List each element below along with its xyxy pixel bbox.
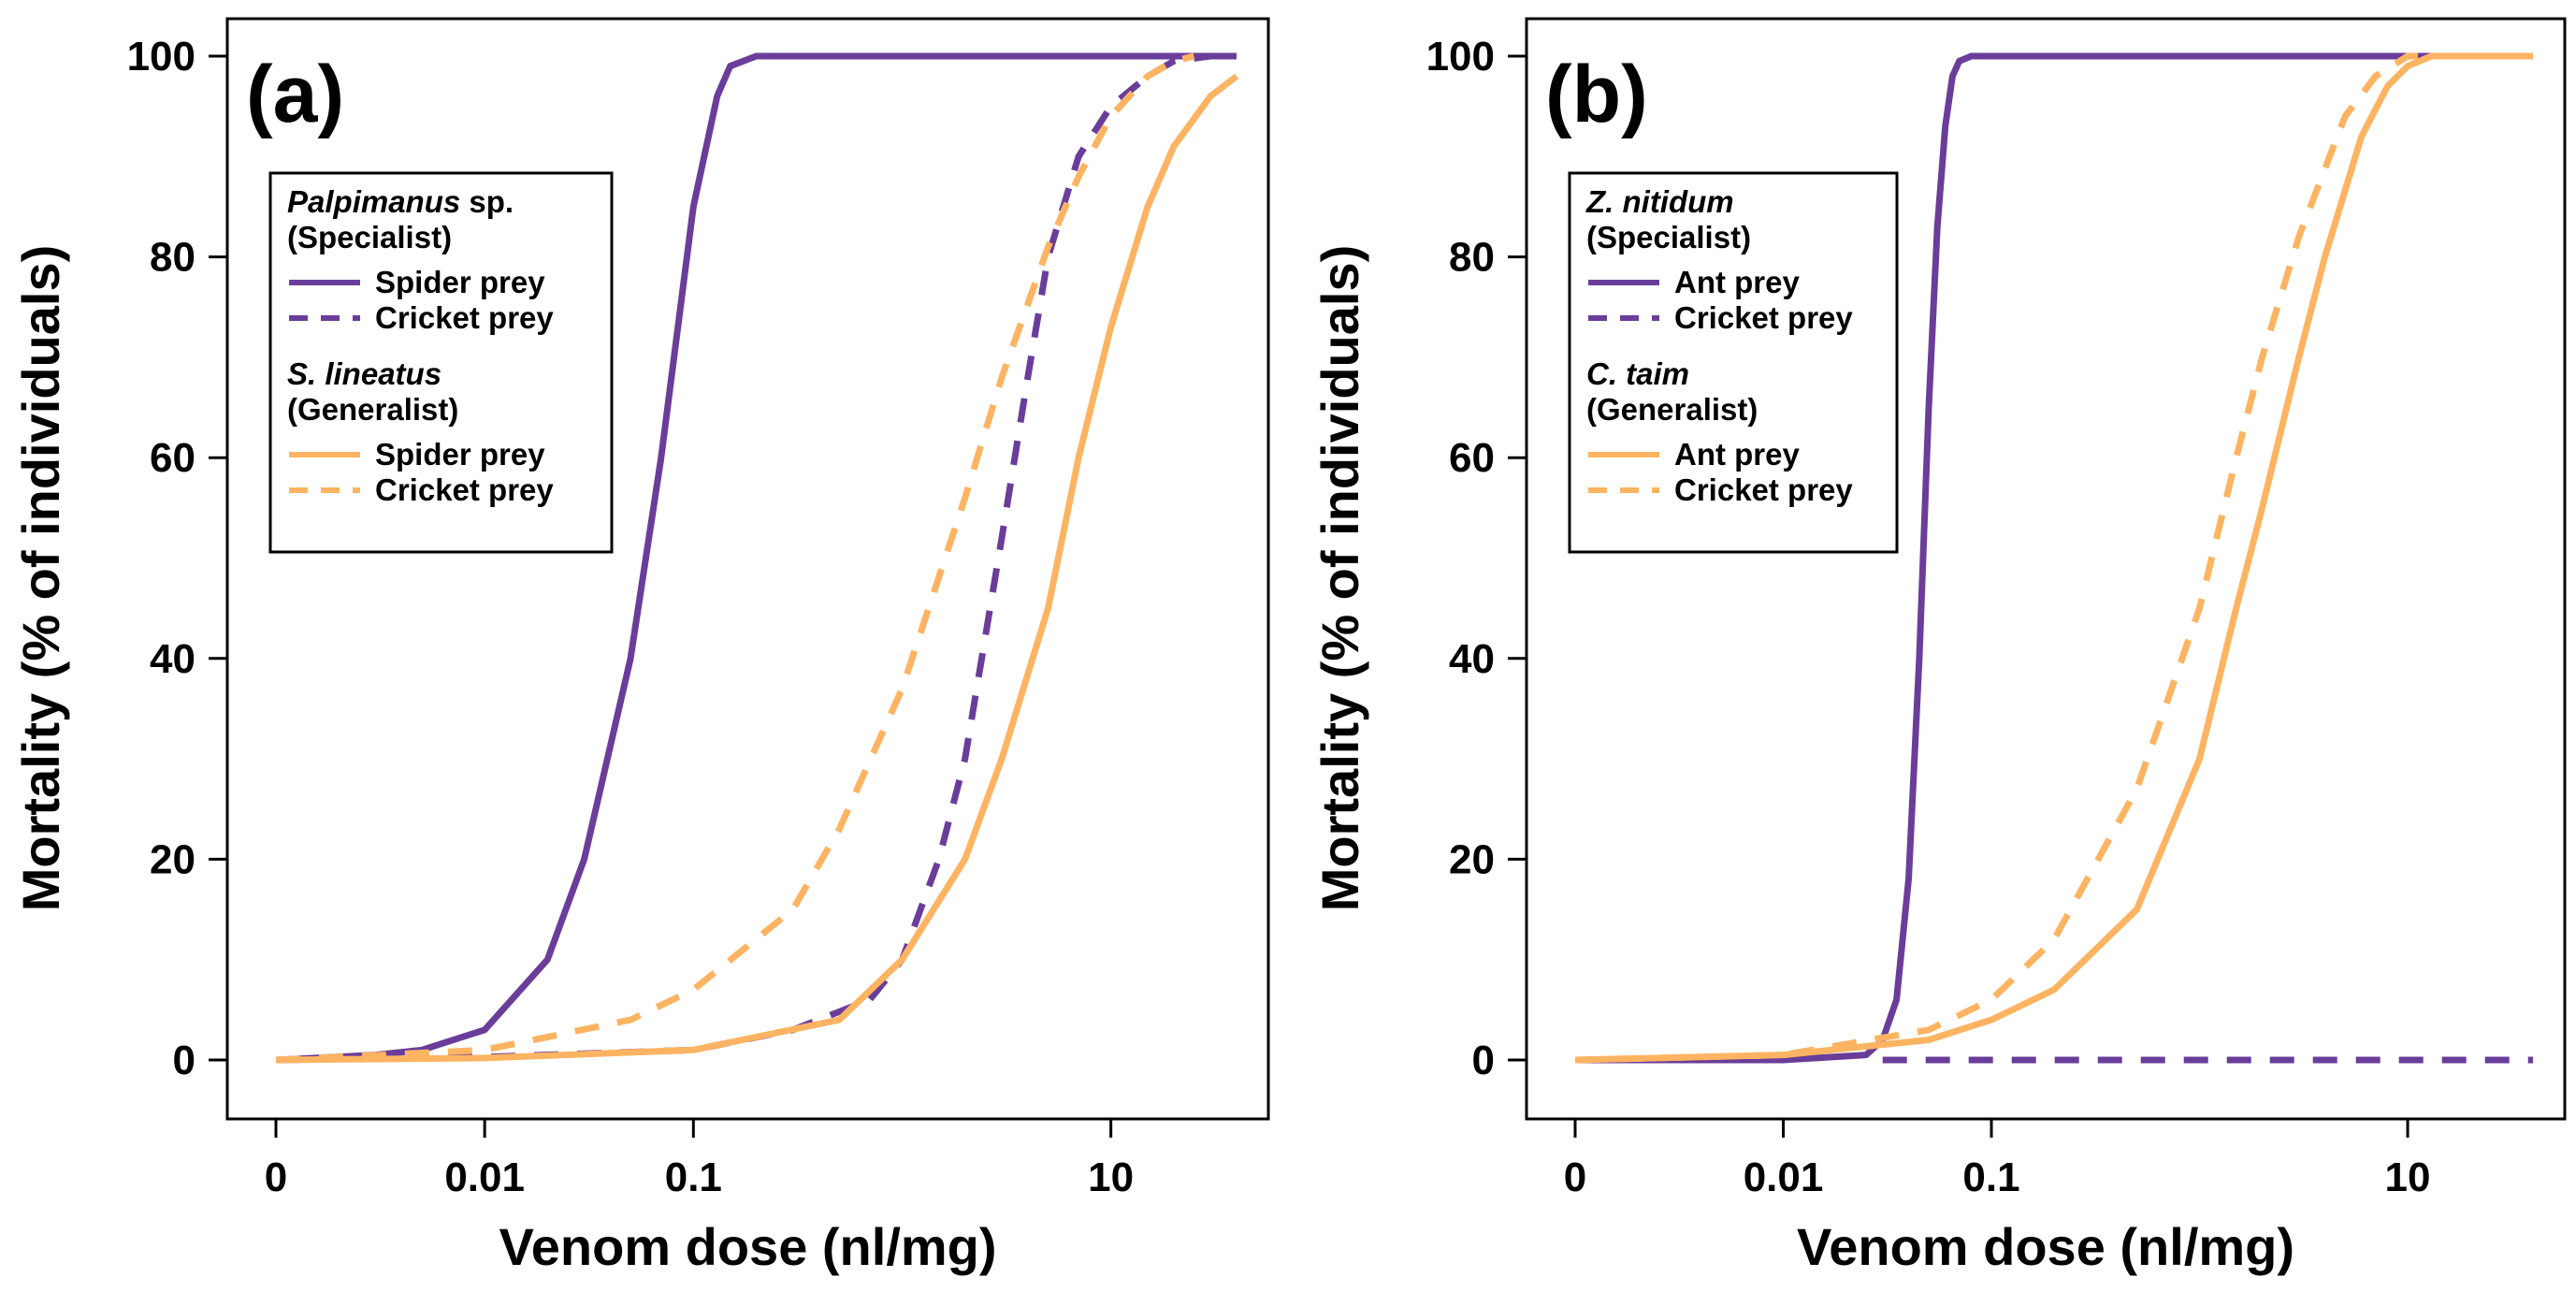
y-axis: 0 20 40 60 80 100 (1426, 34, 1527, 1083)
series-line-3 (1574, 52, 2470, 1064)
y-tick-label: 20 (150, 836, 195, 882)
y-tick-label: 60 (150, 435, 195, 481)
legend-entry-label: Cricket prey (375, 300, 554, 335)
x-tick-label: 0.01 (444, 1154, 525, 1200)
y-tick-label: 0 (1472, 1038, 1495, 1083)
legend-species: Z. nitidum (1585, 184, 1734, 219)
x-axis-label: Venom dose (nl/mg) (499, 1217, 996, 1276)
series-lines (1574, 52, 2533, 1064)
y-axis-label: Mortality (% of individuals) (11, 245, 70, 911)
series-lines (275, 52, 1239, 1064)
legend-role: (Generalist) (1586, 392, 1758, 427)
y-tick-label: 100 (1426, 34, 1495, 80)
x-tick-label: 10 (2385, 1154, 2431, 1200)
series-line-0 (275, 52, 1237, 1064)
legend-entry-label: Spider prey (375, 265, 545, 299)
y-tick-label: 100 (127, 34, 195, 80)
y-axis: 0 20 40 60 80 100 (127, 34, 227, 1083)
series-line-1 (275, 52, 1211, 1064)
series-line-3 (275, 52, 1195, 1064)
x-tick-label: 0 (1564, 1154, 1586, 1200)
y-tick-label: 80 (150, 235, 195, 281)
x-tick-label: 0.1 (1962, 1154, 2019, 1200)
y-tick-label: 40 (150, 636, 195, 682)
y-tick-label: 0 (173, 1038, 195, 1083)
plot-frame (1525, 17, 2567, 1121)
legend-entry-label: Cricket prey (1674, 300, 1853, 335)
x-axis-label: Venom dose (nl/mg) (1797, 1217, 2294, 1276)
legend-species: Palpimanus sp. (287, 184, 514, 219)
series-line-2 (275, 73, 1239, 1064)
y-tick-label: 60 (1449, 435, 1495, 481)
legend-entry-label: Cricket prey (1674, 472, 1853, 507)
legend-entry-label: Cricket prey (375, 472, 554, 507)
legend-species: S. lineatus (287, 356, 441, 391)
legend-entry-label: Spider prey (375, 437, 545, 472)
x-tick-label: 0.1 (665, 1154, 722, 1200)
panel-letter: (a) (246, 50, 344, 139)
legend-role: (Specialist) (287, 220, 452, 254)
x-tick-label: 0 (265, 1154, 287, 1200)
plot-frame (225, 17, 1270, 1121)
y-tick-label: 80 (1449, 235, 1495, 281)
legend-role: (Generalist) (287, 392, 458, 427)
panel-b: 0 20 40 60 80 100 0 0.01 0.1 10 Venom dose (nl/mg)… (1310, 17, 2567, 1276)
y-tick-label: 40 (1449, 636, 1495, 682)
legend: Palpimanus sp.(Specialist)Spider preyCri… (268, 171, 614, 554)
x-axis: 0 0.01 0.1 10 (265, 1119, 1134, 1200)
legend-entry-label: Ant prey (1674, 437, 1801, 472)
x-axis: 0 0.01 0.1 10 (1564, 1119, 2431, 1200)
series-line-0 (1575, 52, 2533, 1064)
legend-entry-label: Ant prey (1674, 265, 1801, 299)
panel-letter: (b) (1545, 50, 1648, 139)
y-axis-label: Mortality (% of individuals) (1310, 245, 1369, 911)
x-tick-label: 10 (1088, 1154, 1134, 1200)
legend-species: C. taim (1586, 356, 1689, 391)
series-line-2 (1574, 52, 2533, 1064)
legend-role: (Specialist) (1586, 220, 1751, 254)
x-tick-label: 0.01 (1744, 1154, 1824, 1200)
panel-a: 0 20 40 60 80 100 0 0.01 0.1 10 Venom dose (nl/mg)… (11, 17, 1270, 1276)
y-tick-label: 20 (1449, 836, 1495, 882)
